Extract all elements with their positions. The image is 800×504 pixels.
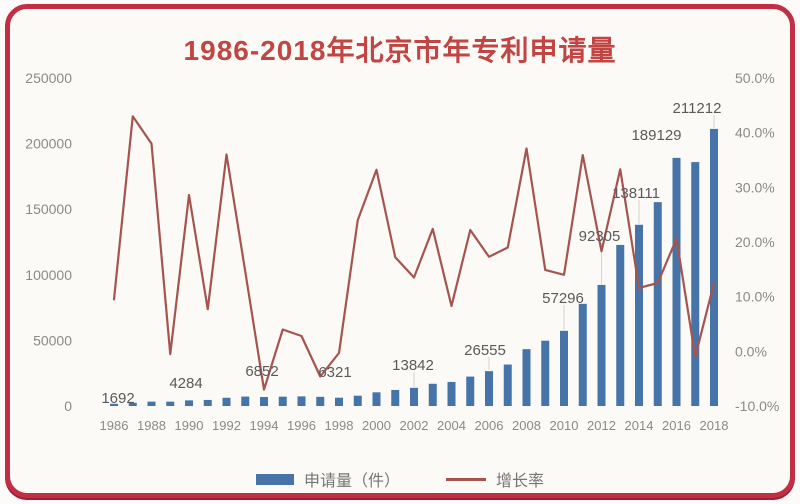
bar-2004: [447, 381, 456, 406]
x-axis-tick: 2014: [625, 418, 654, 433]
bar-2011: [578, 303, 587, 406]
right-axis-tick: 50.0%: [735, 70, 775, 86]
data-label-2014: 138111: [612, 185, 660, 202]
right-axis-tick: -10.0%: [735, 398, 779, 414]
bar-2007: [503, 364, 512, 406]
data-label-2002: 13842: [392, 357, 434, 374]
right-axis-tick: 20.0%: [735, 234, 775, 250]
legend-label-growth-rate: 增长率: [496, 473, 545, 490]
left-axis-tick: 0: [64, 398, 72, 414]
x-axis-tick: 1986: [100, 418, 129, 433]
legend-label-applications: 申请量（件）: [303, 473, 400, 490]
data-label-2006: 26555: [464, 342, 506, 359]
x-axis-tick: 1998: [325, 418, 354, 433]
data-label-2018: 211212: [673, 100, 722, 117]
x-axis-tick: 2012: [587, 418, 616, 433]
right-axis-tick: 40.0%: [735, 125, 775, 141]
bar-1996: [297, 396, 306, 406]
bar-1993: [241, 396, 250, 406]
data-label-1990: 4284: [169, 375, 202, 392]
bar-2000: [372, 392, 381, 406]
x-axis-tick: 1990: [175, 418, 204, 433]
left-axis-tick: 50000: [33, 332, 72, 348]
x-axis-tick: 2018: [700, 418, 729, 433]
data-label-1998: 6321: [318, 364, 351, 381]
x-axis-tick: 1988: [137, 418, 166, 433]
bar-1987: [128, 402, 137, 406]
data-label-2016: 189129: [631, 127, 681, 144]
left-axis-tick: 200000: [25, 136, 72, 152]
bar-1988: [147, 401, 156, 406]
bar-1986: [110, 403, 118, 406]
right-axis-tick: 10.0%: [735, 289, 775, 305]
x-axis-tick: 1994: [250, 418, 279, 433]
x-axis-tick: 2008: [512, 418, 541, 433]
data-label-2012: 92305: [579, 228, 621, 245]
data-label-1986: 1692: [101, 390, 134, 407]
x-axis-tick: 2002: [400, 418, 429, 433]
bar-2010: [560, 330, 568, 406]
bar-2013: [616, 244, 625, 406]
bar-2006: [485, 371, 493, 406]
chart-title: 1986-2018年北京市年专利申请量: [183, 35, 617, 66]
bar-2012: [597, 284, 606, 406]
growth-rate-line: [112, 115, 716, 391]
legend-item-applications: 申请量（件）: [255, 467, 400, 491]
bar-1992: [222, 397, 231, 406]
bar-2017: [691, 162, 700, 406]
data-label-2010: 57296: [542, 290, 584, 307]
bar-2009: [541, 340, 550, 406]
bar-series-swatch-icon: [255, 473, 294, 485]
bar-1998: [335, 397, 343, 406]
x-axis-tick: 2006: [475, 418, 504, 433]
x-axis-tick: 2010: [550, 418, 579, 433]
left-axis-tick: 100000: [25, 267, 72, 283]
bar-2014: [635, 224, 643, 406]
bar-2015: [653, 202, 662, 406]
bar-2008: [522, 349, 531, 406]
bar-1989: [166, 401, 175, 406]
chart-frame: 1986-2018年北京市年专利申请量 申请量（件） 增长率: [5, 4, 795, 498]
bar-1990: [185, 400, 193, 406]
bar-2016: [672, 157, 681, 406]
left-axis-tick: 250000: [25, 70, 72, 86]
x-axis-tick: 1992: [212, 418, 241, 433]
bar-1999: [353, 395, 362, 406]
x-axis-tick: 1996: [287, 418, 316, 433]
bar-2018: [710, 128, 718, 406]
x-axis-tick: 2000: [362, 418, 391, 433]
bar-2002: [410, 387, 418, 406]
bar-2003: [428, 383, 437, 406]
bar-1995: [278, 396, 287, 406]
bar-1997: [316, 396, 325, 406]
chart-legend: 申请量（件） 增长率: [10, 467, 790, 491]
left-axis-tick: 150000: [25, 201, 72, 217]
bar-2001: [391, 389, 400, 406]
data-label-1994: 6852: [245, 363, 278, 380]
legend-item-growth-rate: 增长率: [446, 467, 544, 491]
right-axis-tick: 30.0%: [735, 179, 775, 195]
line-series-swatch-icon: [446, 477, 486, 481]
right-axis-tick: 0.0%: [735, 343, 767, 359]
bar-1991: [203, 399, 212, 406]
x-axis-tick: 2016: [662, 418, 691, 433]
bar-2005: [466, 376, 475, 406]
bar-1994: [260, 397, 268, 406]
x-axis-tick: 2004: [437, 418, 466, 433]
